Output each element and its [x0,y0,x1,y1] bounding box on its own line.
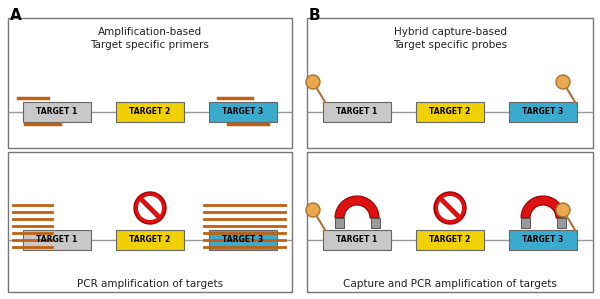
Circle shape [134,192,166,224]
Text: Target specific probes: Target specific probes [393,40,507,50]
Text: Capture and PCR amplification of targets: Capture and PCR amplification of targets [343,279,557,289]
FancyBboxPatch shape [509,230,577,250]
FancyBboxPatch shape [116,102,184,122]
FancyBboxPatch shape [209,230,277,250]
Text: TARGET 3: TARGET 3 [523,108,563,117]
Polygon shape [521,196,565,218]
Text: TARGET 1: TARGET 1 [337,236,377,245]
Circle shape [138,196,162,220]
Circle shape [438,196,462,220]
Bar [8,152,292,292]
Text: Target specific primers: Target specific primers [91,40,209,50]
FancyBboxPatch shape [323,102,391,122]
Bar [307,18,593,148]
FancyBboxPatch shape [557,218,566,228]
Text: A: A [10,8,22,23]
FancyBboxPatch shape [371,218,380,228]
FancyBboxPatch shape [116,230,184,250]
FancyBboxPatch shape [323,230,391,250]
Text: TARGET 1: TARGET 1 [337,108,377,117]
FancyBboxPatch shape [23,230,91,250]
Text: Hybrid capture-based: Hybrid capture-based [394,27,506,37]
Text: Amplification-based: Amplification-based [98,27,202,37]
FancyBboxPatch shape [335,218,343,228]
Text: TARGET 3: TARGET 3 [223,236,263,245]
Text: TARGET 1: TARGET 1 [37,236,77,245]
Text: TARGET 1: TARGET 1 [37,108,77,117]
FancyBboxPatch shape [521,218,530,228]
FancyBboxPatch shape [416,230,484,250]
FancyBboxPatch shape [509,102,577,122]
Text: PCR amplification of targets: PCR amplification of targets [77,279,223,289]
Circle shape [556,75,570,89]
Circle shape [306,75,320,89]
Text: TARGET 2: TARGET 2 [430,108,470,117]
Text: TARGET 2: TARGET 2 [130,108,170,117]
Text: TARGET 2: TARGET 2 [130,236,170,245]
Bar [8,18,292,148]
Bar [307,152,593,292]
Circle shape [306,203,320,217]
FancyBboxPatch shape [23,102,91,122]
Text: TARGET 3: TARGET 3 [523,236,563,245]
FancyBboxPatch shape [416,102,484,122]
Text: B: B [309,8,320,23]
Text: TARGET 3: TARGET 3 [223,108,263,117]
FancyBboxPatch shape [209,102,277,122]
Circle shape [556,203,570,217]
Text: TARGET 2: TARGET 2 [430,236,470,245]
Circle shape [434,192,466,224]
Polygon shape [335,196,379,218]
